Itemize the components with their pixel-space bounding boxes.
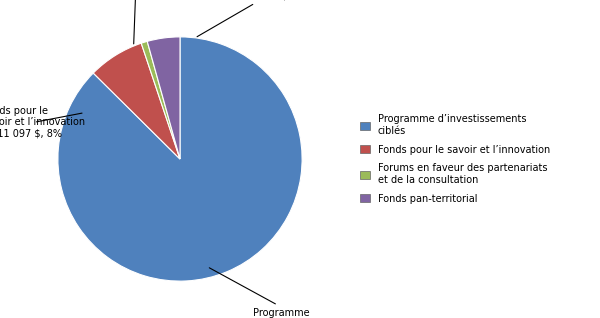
Wedge shape bbox=[58, 37, 302, 281]
Legend: Programme d’investissements
ciblés, Fonds pour le savoir et l’innovation, Forums: Programme d’investissements ciblés, Fond… bbox=[360, 114, 550, 204]
Wedge shape bbox=[93, 43, 180, 159]
Text: Fonds pour le
savoir et l’innovation
6 311 097 $, 8%: Fonds pour le savoir et l’innovation 6 3… bbox=[0, 106, 85, 139]
Text: Programme
d’investissements ciblés
74 211 551 $, 87 %: Programme d’investissements ciblés 74 21… bbox=[209, 268, 373, 318]
Wedge shape bbox=[147, 37, 180, 159]
Text: Fonds pan-territorial
3 667 888 $, 4 %: Fonds pan-territorial 3 667 888 $, 4 % bbox=[197, 0, 328, 37]
Wedge shape bbox=[141, 41, 180, 159]
Text: Forums en faveur des partenariats
et de la consultation
695 126 $, 1 %: Forums en faveur des partenariats et de … bbox=[52, 0, 221, 44]
